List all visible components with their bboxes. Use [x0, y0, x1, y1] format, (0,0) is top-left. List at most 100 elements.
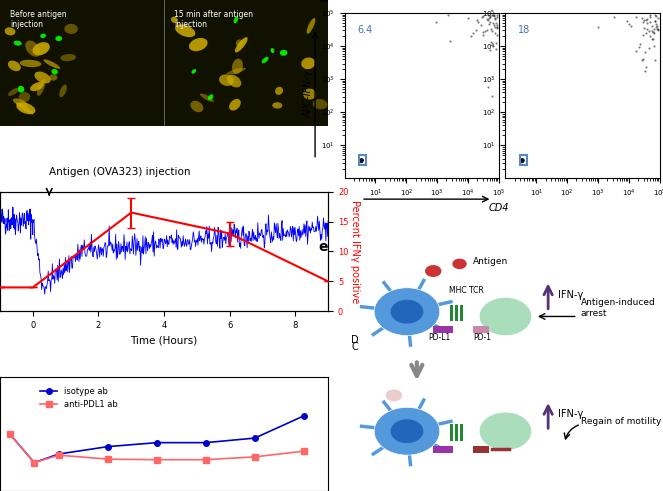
Bar	[433, 445, 453, 453]
Ellipse shape	[171, 17, 178, 23]
Y-axis label: Percent IFNγ positive: Percent IFNγ positive	[349, 200, 359, 303]
anti-PDL1 ab	[104, 456, 112, 462]
Ellipse shape	[60, 54, 76, 61]
isotype ab	[251, 435, 259, 441]
Line: isotype ab: isotype ab	[7, 413, 306, 465]
isotype ab	[300, 413, 308, 419]
Bar	[473, 445, 489, 453]
Ellipse shape	[233, 16, 238, 24]
Ellipse shape	[236, 39, 243, 46]
Bar	[450, 304, 453, 321]
Bar	[459, 304, 463, 321]
Ellipse shape	[192, 69, 196, 74]
Bar	[450, 424, 453, 441]
isotype ab	[55, 451, 63, 457]
Circle shape	[386, 389, 402, 401]
Ellipse shape	[52, 69, 58, 75]
Ellipse shape	[280, 50, 288, 56]
Text: arrest: arrest	[581, 309, 607, 319]
Text: MHC TCR: MHC TCR	[449, 286, 483, 295]
isotype ab	[6, 431, 14, 437]
Ellipse shape	[189, 38, 208, 51]
Ellipse shape	[306, 18, 316, 34]
Ellipse shape	[232, 58, 243, 74]
isotype ab	[30, 460, 38, 465]
Bar	[455, 304, 458, 321]
Text: PD-1: PD-1	[473, 333, 491, 342]
Circle shape	[374, 288, 440, 335]
Text: IFN-γ: IFN-γ	[558, 409, 583, 419]
Ellipse shape	[37, 79, 46, 96]
Bar	[0, 0, 164, 126]
Ellipse shape	[25, 40, 40, 57]
Ellipse shape	[235, 37, 248, 53]
Ellipse shape	[219, 75, 234, 86]
Text: e: e	[318, 240, 328, 254]
Text: C: C	[351, 342, 358, 352]
Ellipse shape	[313, 99, 328, 109]
Ellipse shape	[229, 99, 241, 110]
Bar	[164, 0, 328, 126]
Text: D: D	[351, 335, 359, 345]
Ellipse shape	[303, 88, 316, 100]
Circle shape	[479, 298, 532, 335]
Ellipse shape	[271, 48, 274, 53]
anti-PDL1 ab	[152, 457, 160, 463]
anti-PDL1 ab	[300, 448, 308, 454]
Ellipse shape	[200, 93, 214, 102]
Ellipse shape	[18, 86, 25, 93]
Ellipse shape	[227, 75, 241, 87]
Ellipse shape	[226, 68, 246, 75]
Ellipse shape	[56, 36, 62, 41]
Ellipse shape	[190, 101, 204, 112]
Ellipse shape	[32, 42, 50, 55]
anti-PDL1 ab	[55, 452, 63, 458]
Ellipse shape	[208, 94, 213, 100]
Text: Regain of motility: Regain of motility	[581, 417, 661, 426]
Ellipse shape	[60, 84, 67, 97]
X-axis label: Time (Hours): Time (Hours)	[131, 336, 198, 346]
Ellipse shape	[34, 72, 51, 83]
anti-PDL1 ab	[251, 454, 259, 460]
Text: 15 min after antigen
injection: 15 min after antigen injection	[174, 10, 253, 29]
Ellipse shape	[49, 74, 57, 81]
Bar	[455, 424, 458, 441]
Bar	[433, 326, 453, 333]
Ellipse shape	[8, 88, 19, 96]
Text: Antigen: Antigen	[473, 257, 508, 266]
isotype ab	[104, 444, 112, 450]
Ellipse shape	[19, 92, 30, 102]
Text: PD-L1: PD-L1	[429, 333, 451, 342]
Circle shape	[452, 259, 467, 269]
Circle shape	[374, 408, 440, 455]
anti-PDL1 ab	[6, 431, 14, 437]
Ellipse shape	[43, 59, 60, 69]
Ellipse shape	[8, 60, 21, 71]
Text: Antigen (OVA323) injection: Antigen (OVA323) injection	[49, 167, 191, 177]
Ellipse shape	[17, 102, 35, 114]
Legend: isotype ab, anti-PDL1 ab: isotype ab, anti-PDL1 ab	[37, 383, 121, 412]
Ellipse shape	[64, 24, 78, 34]
Line: anti-PDL1 ab: anti-PDL1 ab	[7, 431, 306, 465]
Text: IFN-γ: IFN-γ	[558, 290, 583, 300]
isotype ab	[202, 440, 210, 446]
anti-PDL1 ab	[30, 460, 38, 465]
Ellipse shape	[275, 87, 283, 95]
Ellipse shape	[175, 25, 196, 37]
Text: APC-IFN-γ: APC-IFN-γ	[304, 70, 314, 118]
Circle shape	[391, 300, 424, 324]
Text: CD4: CD4	[489, 203, 509, 213]
Ellipse shape	[301, 57, 316, 69]
Bar	[473, 326, 489, 333]
Ellipse shape	[30, 82, 44, 91]
Circle shape	[425, 265, 442, 277]
Text: d: d	[318, 0, 328, 4]
Ellipse shape	[20, 60, 41, 67]
Ellipse shape	[5, 27, 15, 35]
Ellipse shape	[40, 33, 46, 38]
Ellipse shape	[13, 98, 28, 107]
Ellipse shape	[14, 41, 22, 46]
isotype ab	[152, 440, 160, 446]
Ellipse shape	[262, 57, 269, 63]
anti-PDL1 ab	[202, 457, 210, 463]
